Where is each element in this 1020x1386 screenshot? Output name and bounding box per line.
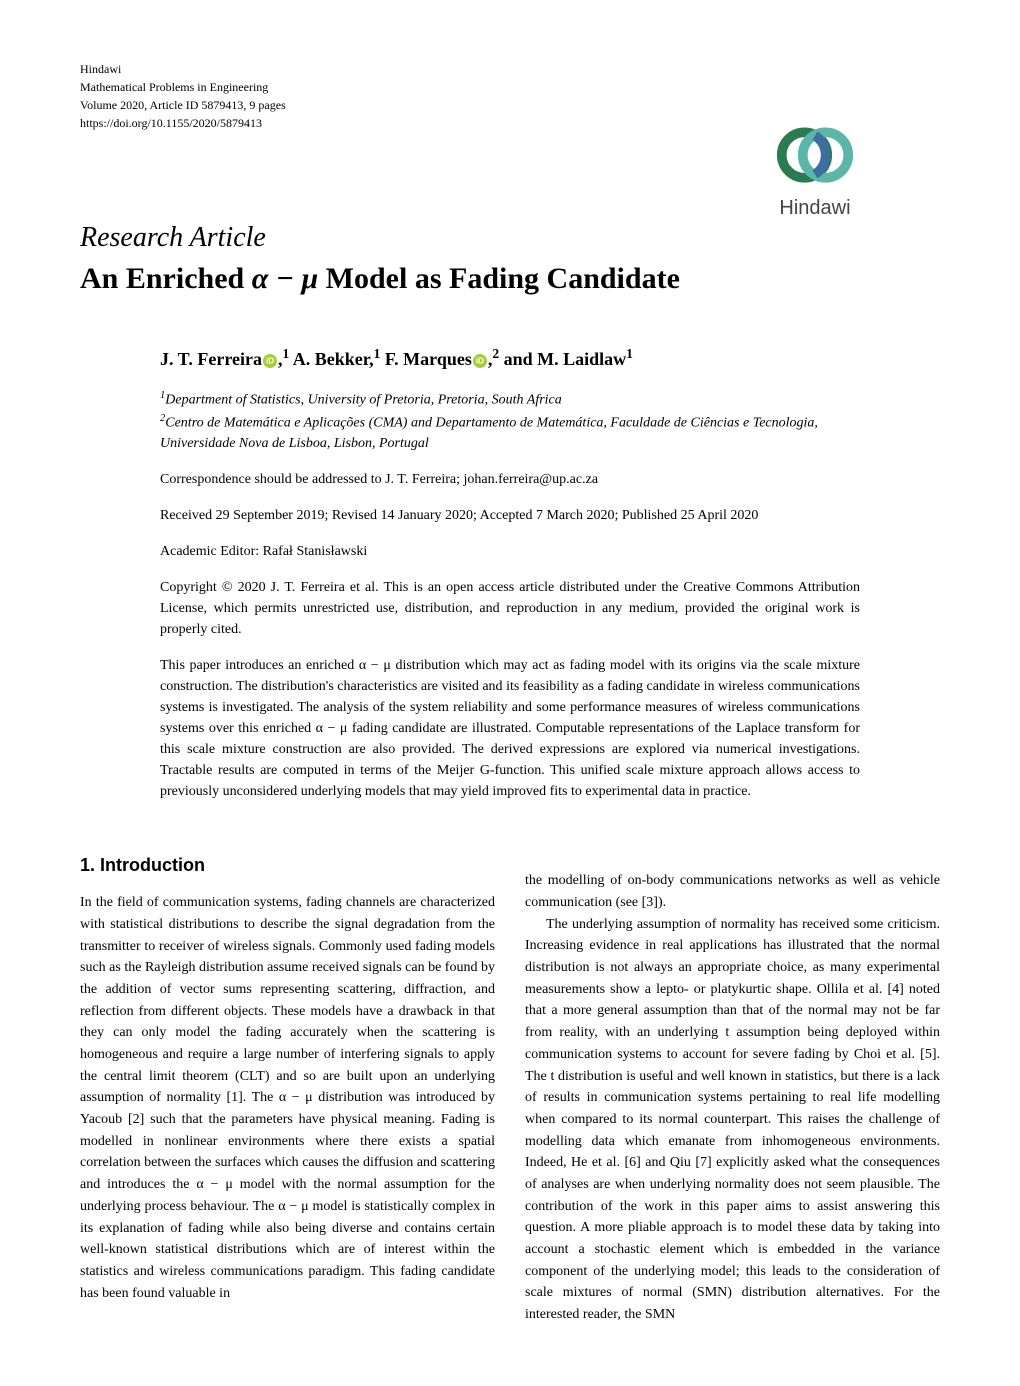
body-columns: 1. Introduction In the field of communic… [80,817,940,1325]
correspondence: Correspondence should be addressed to J.… [160,469,860,490]
author-4-sup: 1 [626,346,633,361]
author-1: J. T. Ferreira [160,349,262,369]
aff2-text: Centro de Matemática e Aplicações (CMA) … [160,415,818,451]
section-1-heading: 1. Introduction [80,852,495,880]
doi-link[interactable]: https://doi.org/10.1155/2020/5879413 [80,114,286,132]
column-right: the modelling of on-body communications … [525,817,940,1325]
hindawi-logo-icon [770,120,860,190]
intro-paragraph-1-cont: the modelling of on-body communications … [525,870,940,913]
intro-paragraph-1: In the field of communication systems, f… [80,892,495,1304]
intro-paragraph-2: The underlying assumption of normality h… [525,914,940,1326]
academic-editor: Academic Editor: Rafał Stanisławski [160,541,860,562]
publisher-logo: Hindawi [770,120,860,220]
journal-name: Mathematical Problems in Engineering [80,78,286,96]
title-prefix: An Enriched [80,262,252,295]
affiliations: 1Department of Statistics, University of… [160,388,860,454]
publisher-info: Hindawi Mathematical Problems in Enginee… [80,60,286,132]
publisher-name: Hindawi [80,60,286,78]
affiliation-1: 1Department of Statistics, University of… [160,388,860,411]
author-3: F. Marques [380,349,472,369]
title-suffix: Model as Fading Candidate [318,262,680,295]
page-header: Hindawi Mathematical Problems in Enginee… [80,60,940,132]
orcid-icon[interactable] [473,354,487,368]
article-type: Research Article [80,222,940,254]
authors-list: J. T. Ferreira,1 A. Bekker,1 F. Marques,… [160,346,860,370]
author-2: A. Bekker, [289,349,373,369]
affiliation-2: 2Centro de Matemática e Aplicações (CMA)… [160,411,860,455]
title-math: α − μ [252,262,318,295]
copyright-notice: Copyright © 2020 J. T. Ferreira et al. T… [160,577,860,640]
publisher-logo-text: Hindawi [770,197,860,220]
volume-line: Volume 2020, Article ID 5879413, 9 pages [80,96,286,114]
aff1-text: Department of Statistics, University of … [165,393,562,408]
abstract: This paper introduces an enriched α − μ … [160,655,860,802]
column-left: 1. Introduction In the field of communic… [80,817,495,1325]
article-title: An Enriched α − μ Model as Fading Candid… [80,262,940,296]
article-dates: Received 29 September 2019; Revised 14 J… [160,505,860,526]
orcid-icon[interactable] [263,354,277,368]
author-4: and M. Laidlaw [499,349,626,369]
